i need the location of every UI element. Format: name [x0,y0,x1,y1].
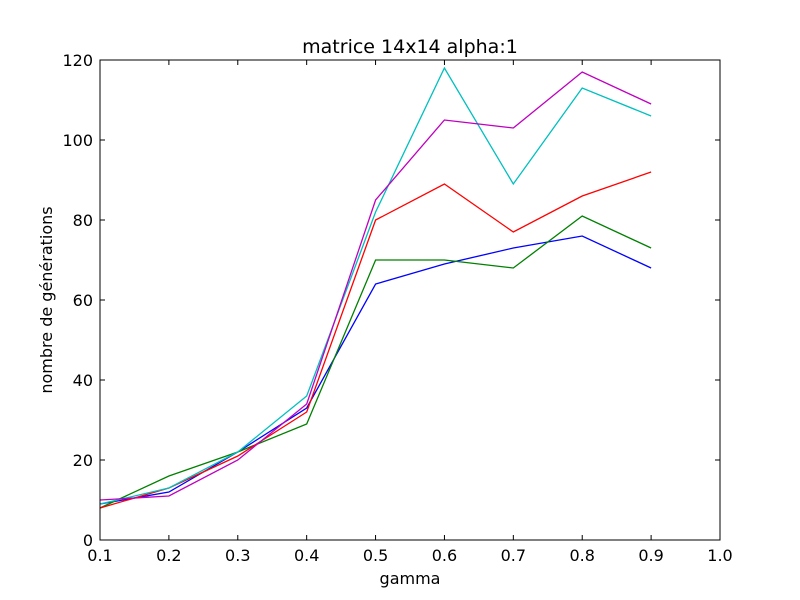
y-axis-label: nombre de générations [37,206,56,393]
x-tick-label: 0.3 [225,546,250,565]
x-tick-label: 0.1 [87,546,112,565]
y-tick-label: 100 [62,131,93,150]
y-tick-label: 40 [73,371,93,390]
y-tick-label: 60 [73,291,93,310]
series-line-5 [99,71,652,501]
plot-frame [99,59,721,541]
y-tick-label: 0 [83,531,93,550]
x-tick-label: 0.9 [638,546,663,565]
y-tick-label: 120 [62,51,93,70]
x-tick-label: 1.0 [707,546,732,565]
x-tick-label: 0.7 [501,546,526,565]
series-line-3 [99,171,652,509]
y-tick-label: 20 [73,451,93,470]
x-axis-label: gamma [380,569,441,588]
y-tick-label: 80 [73,211,93,230]
x-tick-label: 0.5 [363,546,388,565]
chart-title: matrice 14x14 alpha:1 [302,36,518,58]
x-tick-label: 0.2 [156,546,181,565]
axis-ticks: 0.1 0.2 0.3 0.4 0.5 0.6 0.7 0.8 0.9 1.0 0 20 40 60 80 1… [62,51,732,565]
series-line-4 [99,66,652,505]
series-line-1 [99,235,652,505]
series-line-2 [99,215,652,509]
plot-area [99,66,652,509]
x-tick-label: 0.8 [569,546,594,565]
x-tick-label: 0.4 [294,546,319,565]
x-tick-label: 0.6 [432,546,457,565]
